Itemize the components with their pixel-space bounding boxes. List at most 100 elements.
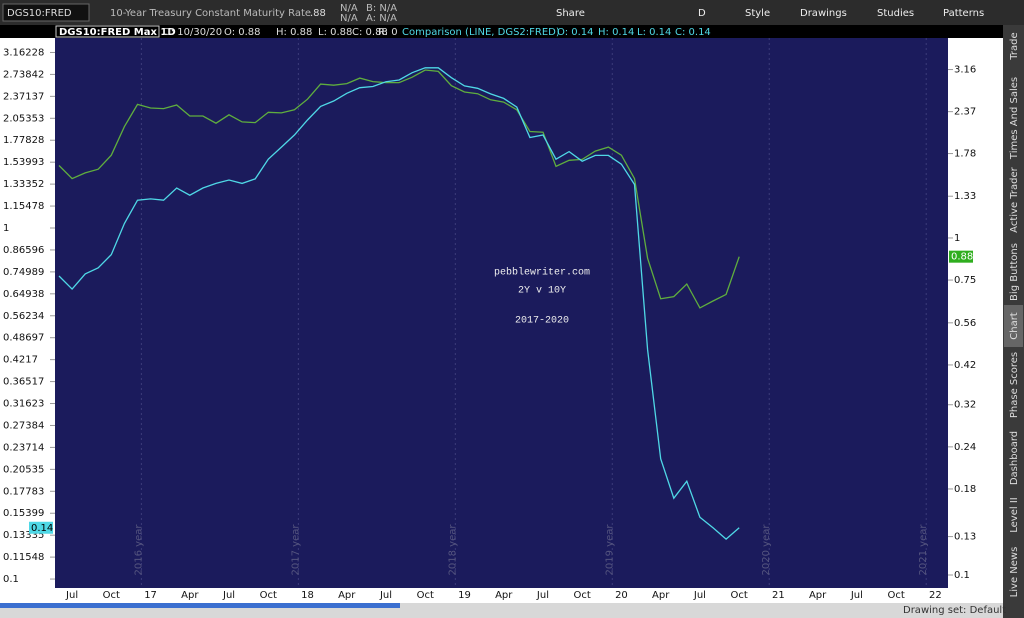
y-tick-label: 0.56234 [3, 311, 44, 322]
y-tick-label: 0.17783 [3, 486, 44, 497]
x-tick-label: Oct [103, 590, 120, 601]
symbol-box[interactable] [2, 3, 90, 22]
year-label: 2018 year [447, 524, 458, 576]
last-price: .88 [310, 8, 326, 19]
y-tick-label: 0.23714 [3, 442, 44, 453]
x-tick-label: 20 [615, 590, 628, 601]
x-tick-label: Apr [338, 590, 356, 601]
info-bar [0, 25, 1003, 38]
toolbar-button[interactable]: Share [556, 8, 585, 19]
year-label: 2020 year [761, 524, 772, 576]
y-tick-label: 1 [3, 223, 9, 234]
symbol[interactable]: DGS10:FRED [7, 8, 72, 19]
year-label: 2019 year [604, 524, 615, 576]
side-tab[interactable]: Trade [1009, 32, 1020, 60]
y-tick-label: 0.48697 [3, 333, 44, 344]
info-field: L: 0.88 [318, 27, 352, 38]
year-label: 2017 year [290, 524, 301, 576]
y2-tick-label: 0.13 [954, 532, 976, 543]
x-tick-label: Jul [693, 590, 706, 601]
info-title: DGS10:FRED Max 1D [59, 27, 176, 38]
bid: B: N/A [366, 3, 397, 14]
x-tick-label: 21 [772, 590, 785, 601]
side-tab[interactable]: Times And Sales [1009, 77, 1020, 160]
info-field: R: 0 [378, 27, 398, 38]
ask: A: N/A [366, 13, 397, 24]
y-tick-label: 1.33352 [3, 179, 44, 190]
value-badge [949, 250, 973, 263]
x-tick-label: Apr [652, 590, 670, 601]
annotation: 2017-2020 [515, 316, 569, 327]
year-label: 2016 year [133, 524, 144, 576]
comparison-field: C: 0.14 [675, 27, 711, 38]
value-badge-label: 0.14 [31, 523, 53, 534]
x-tick-label: Jul [222, 590, 235, 601]
y2-tick-label: 0.18 [954, 484, 976, 495]
toolbar-button[interactable]: Style [745, 8, 770, 19]
x-tick-label: Jul [379, 590, 392, 601]
x-tick-label: Oct [574, 590, 591, 601]
side-tab[interactable]: Level II [1009, 497, 1020, 532]
y2-tick-label: 0.75 [954, 275, 976, 286]
x-tick-label: Oct [260, 590, 277, 601]
y2-tick-label: 0.42 [954, 360, 976, 371]
y-tick-label: 2.37137 [3, 91, 44, 102]
value-badge-label: 0.88 [951, 252, 973, 263]
info-field: D: 10/30/20 [163, 27, 222, 38]
y2-tick-label: 0.56 [954, 318, 976, 329]
side-tab[interactable]: Big Buttons [1009, 243, 1020, 301]
y-tick-label: 1.53993 [3, 157, 44, 168]
x-tick-label: Apr [181, 590, 199, 601]
comparison-field: H: 0.14 [598, 27, 634, 38]
x-tick-label: Jul [850, 590, 863, 601]
y2-tick-label: 2.37 [954, 107, 976, 118]
info-field: O: 0.88 [224, 27, 261, 38]
x-tick-label: Oct [887, 590, 904, 601]
comparison-field: O: 0.14 [557, 27, 594, 38]
y2-tick-label: 0.32 [954, 400, 976, 411]
x-tick-label: Apr [809, 590, 827, 601]
side-tab[interactable]: Active Trader [1009, 166, 1020, 232]
y-tick-label: 0.13335 [3, 530, 44, 541]
y2-tick-label: 1 [954, 233, 960, 244]
change-pct: N/A [340, 13, 358, 24]
side-tab[interactable]: Dashboard [1009, 431, 1020, 485]
x-axis [55, 588, 948, 603]
drawing-set[interactable]: Drawing set: Default [903, 605, 1006, 616]
y-tick-label: 0.27384 [3, 420, 44, 431]
x-tick-label: 19 [458, 590, 471, 601]
x-tick-label: 17 [144, 590, 157, 601]
toolbar-button[interactable]: Drawings [800, 8, 847, 19]
side-tab[interactable]: Chart [1009, 312, 1020, 340]
info-field: C: 0.88 [352, 27, 388, 38]
y-tick-label: 0.74989 [3, 267, 44, 278]
y-tick-label: 0.20535 [3, 464, 44, 475]
x-tick-label: Oct [417, 590, 434, 601]
x-tick-label: Jul [536, 590, 549, 601]
y2-tick-label: 0.1 [954, 570, 970, 581]
info-field: H: 0.88 [276, 27, 312, 38]
y2-tick-label: 1.78 [954, 149, 976, 160]
x-tick-label: Oct [731, 590, 748, 601]
y-tick-label: 0.36517 [3, 377, 44, 388]
info-title-box [55, 25, 160, 38]
side-tab[interactable]: Phase Scores [1009, 352, 1020, 418]
tab-active [1004, 305, 1023, 347]
y-tick-label: 2.05353 [3, 113, 44, 124]
side-tab[interactable]: Live News [1009, 547, 1020, 598]
comparison: Comparison (LINE, DGS2:FRED) [402, 27, 560, 38]
toolbar-button[interactable]: Patterns [943, 8, 984, 19]
y2-tick-label: 0.24 [954, 442, 976, 453]
y-tick-label: 0.15399 [3, 508, 44, 519]
annotation: pebblewriter.com [494, 267, 590, 279]
scrollbar [0, 603, 400, 608]
y-tick-label: 0.86596 [3, 245, 44, 256]
toolbar-button[interactable]: Studies [877, 8, 914, 19]
toolbar-button[interactable]: D [698, 8, 706, 19]
y-tick-label: 0.4217 [3, 355, 38, 366]
year-label: 2021 year [918, 524, 929, 576]
series-line [58, 67, 740, 540]
annotation: 2Y v 10Y [518, 286, 566, 297]
